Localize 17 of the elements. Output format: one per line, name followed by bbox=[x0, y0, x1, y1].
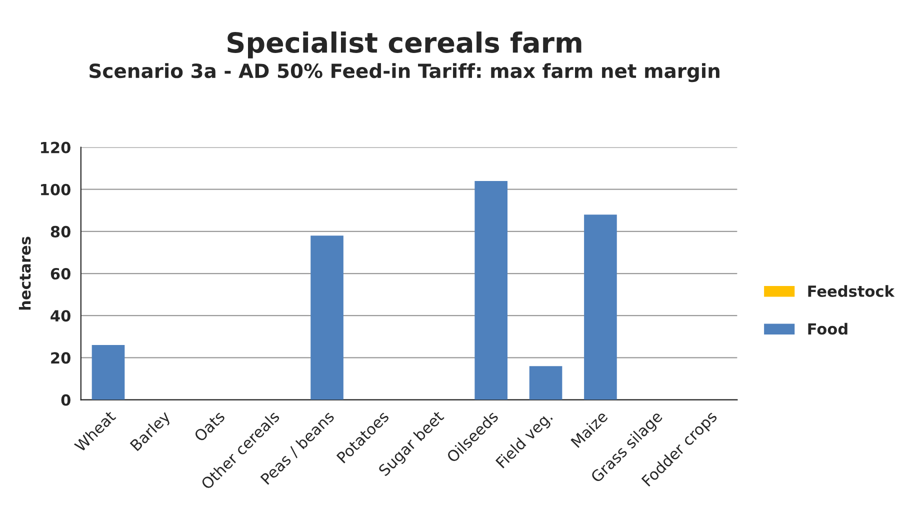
y-tick-label: 0 bbox=[61, 394, 70, 406]
y-tick-label: 60 bbox=[50, 268, 70, 280]
y-tick-label: 40 bbox=[50, 310, 70, 322]
y-axis-title: hectares bbox=[18, 236, 31, 310]
bar bbox=[584, 214, 617, 400]
y-tick-label: 120 bbox=[41, 142, 70, 154]
bar bbox=[529, 366, 562, 400]
chart-title: Specialist cereals farm bbox=[228, 31, 582, 58]
bar bbox=[310, 236, 344, 400]
legend-label: Food bbox=[808, 322, 848, 335]
bar bbox=[92, 345, 125, 400]
y-tick-label: 80 bbox=[50, 226, 70, 238]
bar bbox=[474, 180, 508, 400]
legend-label: Feedstock bbox=[808, 285, 895, 297]
y-tick-label: 100 bbox=[41, 184, 70, 196]
chart-subtitle: Scenario 3a - AD 50% Feed-in Tariff: max farm net margin bbox=[90, 63, 720, 82]
y-tick-label: 20 bbox=[51, 352, 70, 364]
